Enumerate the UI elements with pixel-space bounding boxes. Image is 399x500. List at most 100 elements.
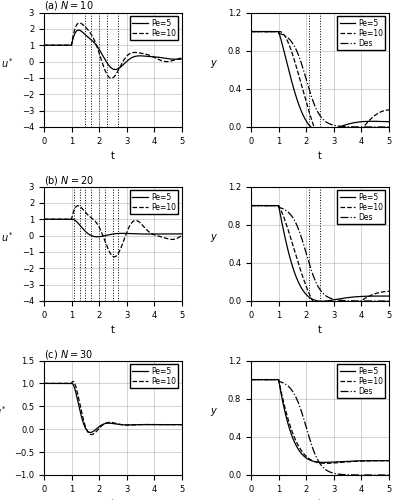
Pe=5 xyxy=(88,430,93,436)
Y-axis label: $u^*$: $u^*$ xyxy=(0,404,7,418)
Pe=5 xyxy=(349,120,354,126)
Des xyxy=(387,472,391,478)
Pe=5 xyxy=(101,53,105,59)
Pe=5 xyxy=(308,123,312,129)
Pe=10 xyxy=(308,292,312,298)
Des xyxy=(308,438,312,444)
X-axis label: t: t xyxy=(318,152,322,162)
Des xyxy=(349,298,354,304)
Pe=5 xyxy=(375,458,380,464)
Line: Des: Des xyxy=(251,380,389,475)
Des xyxy=(249,202,253,208)
Line: Pe=10: Pe=10 xyxy=(251,380,389,464)
Pe=10 xyxy=(180,422,184,428)
Pe=10 xyxy=(306,456,311,462)
Des xyxy=(382,472,387,478)
Pe=10 xyxy=(387,458,391,464)
Pe=10 xyxy=(375,458,380,464)
X-axis label: t: t xyxy=(111,326,115,336)
Line: Pe=10: Pe=10 xyxy=(44,382,182,434)
Pe=5 xyxy=(314,298,319,304)
Pe=10 xyxy=(142,224,147,230)
Pe=10 xyxy=(176,235,180,241)
Des xyxy=(382,124,387,130)
Line: Des: Des xyxy=(251,206,389,301)
Des xyxy=(349,124,354,130)
Pe=10 xyxy=(176,422,180,428)
Pe=10 xyxy=(387,288,391,294)
Pe=5 xyxy=(107,420,112,426)
Pe=10 xyxy=(112,254,117,260)
Pe=10 xyxy=(383,108,387,114)
Pe=5 xyxy=(101,422,105,428)
Pe=10 xyxy=(329,315,334,321)
Pe=5 xyxy=(387,458,391,464)
Des xyxy=(349,472,354,478)
Pe=5 xyxy=(101,233,105,239)
Pe=10 xyxy=(41,380,46,386)
Y-axis label: $y$: $y$ xyxy=(210,406,218,418)
Des xyxy=(314,454,319,460)
Pe=10 xyxy=(382,288,387,294)
Pe=5 xyxy=(41,42,46,48)
Pe=10 xyxy=(180,232,184,238)
Pe=5 xyxy=(306,294,311,300)
Pe=5 xyxy=(319,129,324,135)
Pe=10 xyxy=(308,456,312,462)
Pe=5 xyxy=(321,460,326,466)
Pe=10 xyxy=(332,152,337,158)
Pe=10 xyxy=(349,305,354,311)
X-axis label: t: t xyxy=(318,326,322,336)
Pe=10 xyxy=(41,42,46,48)
Legend: Pe=5, Pe=10, Des: Pe=5, Pe=10, Des xyxy=(337,16,385,50)
Pe=10 xyxy=(277,28,282,34)
Des xyxy=(375,124,380,130)
Pe=5 xyxy=(176,231,180,237)
Text: (a) $N = 10$: (a) $N = 10$ xyxy=(44,0,93,12)
Legend: Pe=5, Pe=10: Pe=5, Pe=10 xyxy=(130,190,178,214)
Pe=5 xyxy=(142,53,147,59)
Pe=10 xyxy=(349,458,354,464)
Pe=5 xyxy=(180,422,184,428)
Pe=5 xyxy=(176,422,180,428)
Legend: Pe=5, Pe=10: Pe=5, Pe=10 xyxy=(130,364,178,388)
Pe=10 xyxy=(107,74,112,80)
Legend: Pe=5, Pe=10: Pe=5, Pe=10 xyxy=(130,16,178,40)
Pe=5 xyxy=(95,234,100,240)
Pe=5 xyxy=(349,294,354,300)
Pe=10 xyxy=(314,459,319,465)
Pe=5 xyxy=(41,380,46,386)
Pe=5 xyxy=(308,295,312,301)
Line: Pe=10: Pe=10 xyxy=(44,23,182,78)
Pe=10 xyxy=(101,233,105,239)
Pe=10 xyxy=(168,422,173,428)
Line: Pe=5: Pe=5 xyxy=(44,30,182,70)
Line: Pe=10: Pe=10 xyxy=(251,206,389,318)
Line: Pe=5: Pe=5 xyxy=(251,380,389,462)
Pe=5 xyxy=(113,66,118,72)
Des xyxy=(306,260,311,266)
Pe=10 xyxy=(99,58,104,64)
Des xyxy=(375,472,380,478)
Pe=5 xyxy=(306,456,311,462)
Line: Pe=10: Pe=10 xyxy=(251,32,389,156)
Pe=5 xyxy=(387,293,391,299)
Pe=5 xyxy=(100,234,105,239)
Des xyxy=(306,434,311,440)
Pe=10 xyxy=(324,460,329,466)
Y-axis label: $y$: $y$ xyxy=(210,58,218,70)
Pe=10 xyxy=(176,56,180,62)
Pe=5 xyxy=(375,118,380,124)
Des xyxy=(314,280,319,286)
Pe=10 xyxy=(142,422,147,428)
Pe=10 xyxy=(41,216,46,222)
Pe=10 xyxy=(375,290,380,296)
Pe=5 xyxy=(382,293,387,299)
Pe=5 xyxy=(249,202,253,208)
Pe=5 xyxy=(249,376,253,382)
Pe=5 xyxy=(107,63,112,69)
Line: Des: Des xyxy=(251,32,389,127)
Pe=10 xyxy=(314,304,319,310)
Pe=5 xyxy=(142,422,147,428)
Pe=10 xyxy=(107,249,112,255)
